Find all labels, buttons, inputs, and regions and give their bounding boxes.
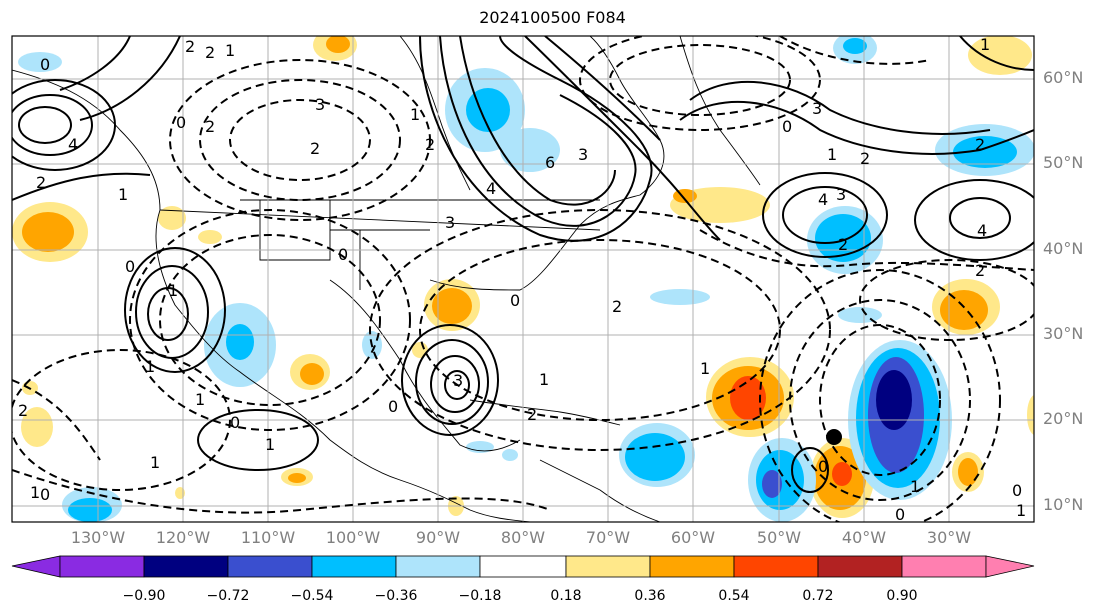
colorbar-tick-label: 0.18 [550, 588, 582, 604]
colorbar-segment [901, 555, 987, 578]
contour-label: 1 [980, 35, 990, 54]
contour-label: 3 [453, 371, 463, 390]
contour-label: 2 [310, 139, 320, 158]
colorbar-segment [649, 555, 735, 578]
contour-label: 0 [230, 413, 240, 432]
contour-label: 0 [388, 397, 398, 416]
colorbar-tick-label: −0.36 [374, 588, 418, 604]
contour-label: 0 [338, 245, 348, 264]
contour-label: 2 [18, 401, 28, 420]
contour-label: 2 [185, 37, 195, 56]
contour-label: 0 [782, 117, 792, 136]
colorbar-tick-label: 0.36 [634, 588, 666, 604]
contour-label: 1 [265, 435, 275, 454]
colorbar-segment [227, 555, 313, 578]
lon-label: 50°W [756, 528, 802, 547]
contour-label: 4 [486, 179, 496, 198]
lat-label: 50°N [1043, 153, 1084, 172]
contour-label: 1 [195, 390, 205, 409]
lon-label: 30°W [926, 528, 972, 547]
colorbar-tick-label: −0.72 [206, 588, 250, 604]
lon-label: 120°W [155, 528, 211, 547]
contour-label: 1 [145, 357, 155, 376]
lon-label: 40°W [841, 528, 887, 547]
map-frame [11, 35, 1035, 523]
contour-label: 0 [510, 291, 520, 310]
contour-label: 3 [445, 213, 455, 232]
contour-label: 1 [700, 359, 710, 378]
contour-label: 4 [68, 135, 78, 154]
colorbar-segment [11, 555, 61, 578]
contour-label: 3 [578, 145, 588, 164]
contour-label: 0 [40, 485, 50, 504]
colorbar-segment [311, 555, 397, 578]
lon-label: 110°W [240, 528, 296, 547]
contour-label: 1 [827, 145, 837, 164]
colorbar-segment [565, 555, 651, 578]
colorbar-segment [395, 555, 481, 578]
colorbar-segment [817, 555, 903, 578]
colorbar-segment [143, 555, 229, 578]
contour-label: 0 [895, 505, 905, 524]
colorbar [11, 555, 1035, 578]
contour-label: 2 [205, 43, 215, 62]
contour-label: 2 [36, 173, 46, 192]
contour-label: 0 [176, 113, 186, 132]
colorbar-segment [985, 555, 1035, 578]
contour-label: 0 [818, 457, 828, 476]
contour-label: 6 [545, 153, 555, 172]
colorbar-tick-label: 0.54 [718, 588, 750, 604]
lat-label: 40°N [1043, 239, 1084, 258]
contour-label: 2 [527, 405, 537, 424]
lat-label: 30°N [1043, 324, 1084, 343]
colorbar-tick-label: 0.90 [886, 588, 918, 604]
colorbar-segment [479, 555, 567, 578]
contour-label: 2 [860, 149, 870, 168]
contour-label: 3 [812, 99, 822, 118]
colorbar-tick-label: −0.18 [458, 588, 502, 604]
contour-label: 1 [910, 477, 920, 496]
contour-label: 2 [975, 261, 985, 280]
contour-label: 0 [40, 55, 50, 74]
contour-label: 0 [125, 257, 135, 276]
colorbar-tick-label: −0.90 [122, 588, 166, 604]
contour-label: 1 [225, 41, 235, 60]
contour-label: 1 [30, 483, 40, 502]
contour-label: 3 [315, 95, 325, 114]
contour-label: 1 [150, 453, 160, 472]
lat-label: 10°N [1043, 495, 1084, 514]
lon-label: 70°W [585, 528, 631, 547]
contour-label: 2 [205, 117, 215, 136]
contour-label: 1 [539, 370, 549, 389]
lat-label: 60°N [1043, 68, 1084, 87]
contour-label: 2 [975, 135, 985, 154]
lon-label: 80°W [500, 528, 546, 547]
map-title: 2024100500 F084 [479, 8, 626, 27]
contour-label: 2 [612, 297, 622, 316]
contour-label: 0 [1012, 481, 1022, 500]
contour-label: 1 [168, 281, 178, 300]
lon-label: 130°W [70, 528, 126, 547]
lat-label: 20°N [1043, 409, 1084, 428]
negative-contours [12, 36, 1034, 522]
colorbar-segment [733, 555, 819, 578]
colorbar-tick-label: −0.54 [290, 588, 334, 604]
contour-label: 3 [836, 185, 846, 204]
lon-label: 100°W [325, 528, 381, 547]
contour-label: 1 [410, 105, 420, 124]
colorbar-segment [59, 555, 145, 578]
contour-label: 4 [818, 190, 828, 209]
contour-label: 2 [425, 135, 435, 154]
colorbar-tick-label: 0.72 [802, 588, 834, 604]
contour-label: 4 [977, 221, 987, 240]
contour-label: 1 [1016, 501, 1026, 520]
contour-label: 1 [118, 185, 128, 204]
storm-center-marker [826, 429, 842, 445]
lon-label: 90°W [415, 528, 461, 547]
lon-label: 60°W [670, 528, 716, 547]
contour-labels: 2 2 1 0 0 4 2 2 1 0 1 2 3 0 1 2 6 3 4 3 … [18, 35, 1026, 524]
contour-label: 2 [838, 235, 848, 254]
